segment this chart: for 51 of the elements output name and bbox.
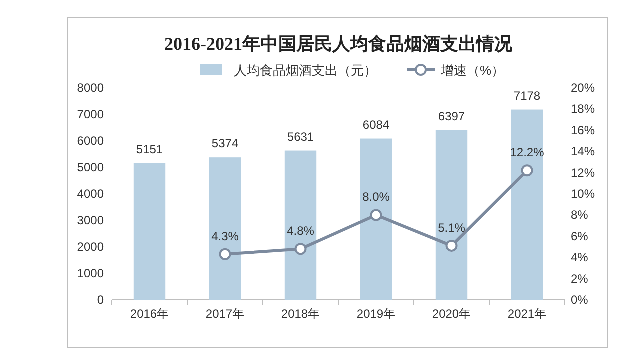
y-tick-label: 2000 — [77, 240, 104, 254]
y2-tick-label: 8% — [571, 208, 589, 222]
y2-tick-label: 18% — [571, 102, 596, 116]
bar — [284, 150, 317, 300]
data-label: 7178 — [514, 88, 541, 103]
x-tick-label: 2020年 — [432, 307, 472, 321]
y-tick-label: 8000 — [77, 81, 104, 95]
bar — [436, 130, 468, 300]
point — [446, 240, 458, 252]
y2-tick-label: 0% — [571, 293, 589, 307]
y-tick-label: 6000 — [77, 134, 104, 148]
bar — [209, 158, 242, 300]
y-tick-label: 1000 — [77, 266, 104, 280]
data-label: 8.0% — [362, 190, 390, 204]
y2-tick-label: 14% — [571, 144, 596, 159]
y-tick-label: 3000 — [77, 214, 104, 228]
y2-tick-label: 10% — [571, 187, 596, 201]
x-tick-label: 2019年 — [356, 307, 396, 321]
x-tick-label: 2017年 — [206, 307, 245, 321]
point — [521, 164, 534, 177]
x-tick-label: 2018年 — [281, 307, 320, 321]
data-label: 12.2% — [510, 146, 545, 160]
y-tick-label: 4000 — [77, 187, 104, 201]
y2-tick-label: 4% — [571, 250, 589, 265]
y2-tick-label: 2% — [571, 272, 589, 286]
chart-title: 2016-2021年中国居民人均食品烟酒支出情况 — [164, 34, 514, 54]
data-label: 6084 — [362, 118, 390, 132]
data-label: 5631 — [287, 130, 314, 144]
y2-tick-label: 12% — [571, 166, 596, 180]
legend-label: 人均食品烟酒支出（元） — [234, 63, 377, 78]
y-tick-label: 7000 — [77, 108, 104, 122]
data-label: 5151 — [136, 142, 164, 156]
y-tick-label: 5000 — [77, 160, 104, 174]
point — [294, 243, 307, 256]
point — [219, 248, 232, 260]
data-label: 4.8% — [287, 224, 315, 238]
data-label: 5374 — [212, 136, 239, 151]
data-label: 5.1% — [438, 220, 466, 235]
y-tick-label: 0 — [97, 293, 104, 307]
bar — [134, 164, 166, 300]
bar — [360, 138, 392, 300]
y2-tick-label: 6% — [571, 229, 589, 244]
x-tick-label: 2021年 — [508, 307, 547, 321]
point — [370, 209, 382, 222]
y2-tick-label: 20% — [571, 81, 596, 95]
data-label: 4.3% — [212, 229, 240, 244]
data-label: 6397 — [438, 109, 466, 124]
bar — [511, 110, 544, 300]
legend-label: 增速（%） — [440, 63, 505, 78]
y2-tick-label: 16% — [571, 123, 596, 138]
x-tick-label: 2016年 — [130, 307, 170, 321]
